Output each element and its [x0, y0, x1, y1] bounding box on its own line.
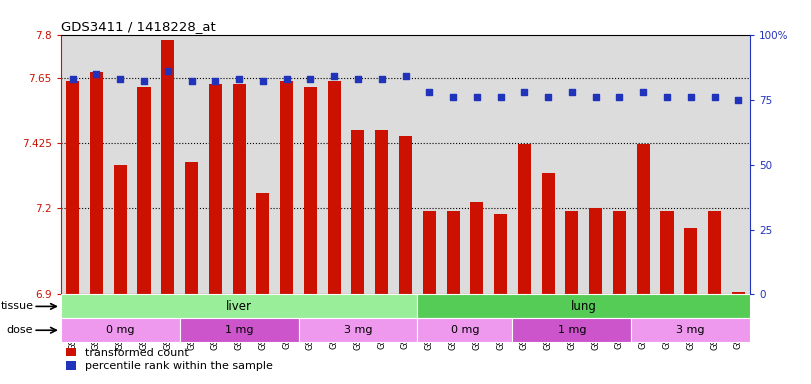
Text: 0 mg: 0 mg [106, 325, 135, 335]
Point [351, 76, 364, 82]
Point [447, 94, 460, 100]
Point [256, 78, 269, 84]
Point [114, 76, 127, 82]
Point [280, 76, 293, 82]
Point [90, 71, 103, 77]
Bar [208, 84, 222, 295]
Bar [423, 211, 436, 295]
Point [494, 94, 507, 100]
Point [233, 76, 246, 82]
Bar [631, 318, 750, 342]
Text: 3 mg: 3 mg [344, 325, 372, 335]
Bar [565, 211, 578, 295]
Point [138, 78, 151, 84]
Point [518, 89, 531, 95]
Point [684, 94, 697, 100]
Point [328, 73, 341, 79]
Text: 0 mg: 0 mg [451, 325, 479, 335]
Point [67, 76, 79, 82]
Text: dose: dose [6, 325, 33, 335]
Bar [613, 211, 626, 295]
Bar [90, 72, 103, 295]
Bar [61, 295, 418, 318]
Bar [185, 162, 198, 295]
Bar [517, 144, 531, 295]
Point [209, 78, 222, 84]
Text: GDS3411 / 1418228_at: GDS3411 / 1418228_at [61, 20, 216, 33]
Bar [470, 202, 483, 295]
Bar [304, 86, 317, 295]
Bar [180, 318, 298, 342]
Text: 1 mg: 1 mg [225, 325, 253, 335]
Bar [256, 194, 269, 295]
Point [660, 94, 673, 100]
Bar [494, 214, 507, 295]
Point [565, 89, 578, 95]
Bar [67, 81, 79, 295]
Point [375, 76, 388, 82]
Bar [280, 81, 294, 295]
Point [542, 94, 555, 100]
Bar [161, 40, 174, 295]
Point [161, 68, 174, 74]
Bar [114, 164, 127, 295]
Bar [513, 318, 631, 342]
Bar [328, 81, 341, 295]
Bar [589, 208, 603, 295]
Legend: transformed count, percentile rank within the sample: transformed count, percentile rank withi… [67, 348, 273, 371]
Point [470, 94, 483, 100]
Point [613, 94, 626, 100]
Point [637, 89, 650, 95]
Bar [351, 130, 364, 295]
Bar [233, 84, 246, 295]
Text: lung: lung [571, 300, 597, 313]
Point [732, 96, 744, 103]
Bar [418, 295, 750, 318]
Text: 3 mg: 3 mg [676, 325, 705, 335]
Bar [684, 228, 697, 295]
Bar [732, 291, 744, 295]
Bar [542, 173, 555, 295]
Text: 1 mg: 1 mg [558, 325, 586, 335]
Point [589, 94, 602, 100]
Bar [399, 136, 412, 295]
Bar [660, 211, 673, 295]
Bar [447, 211, 460, 295]
Bar [138, 86, 151, 295]
Point [399, 73, 412, 79]
Bar [298, 318, 418, 342]
Point [185, 78, 198, 84]
Bar [418, 318, 513, 342]
Point [423, 89, 436, 95]
Text: tissue: tissue [0, 301, 33, 311]
Point [304, 76, 317, 82]
Point [708, 94, 721, 100]
Text: liver: liver [226, 300, 252, 313]
Bar [637, 144, 650, 295]
Bar [708, 211, 721, 295]
Bar [375, 130, 388, 295]
Bar [61, 318, 180, 342]
